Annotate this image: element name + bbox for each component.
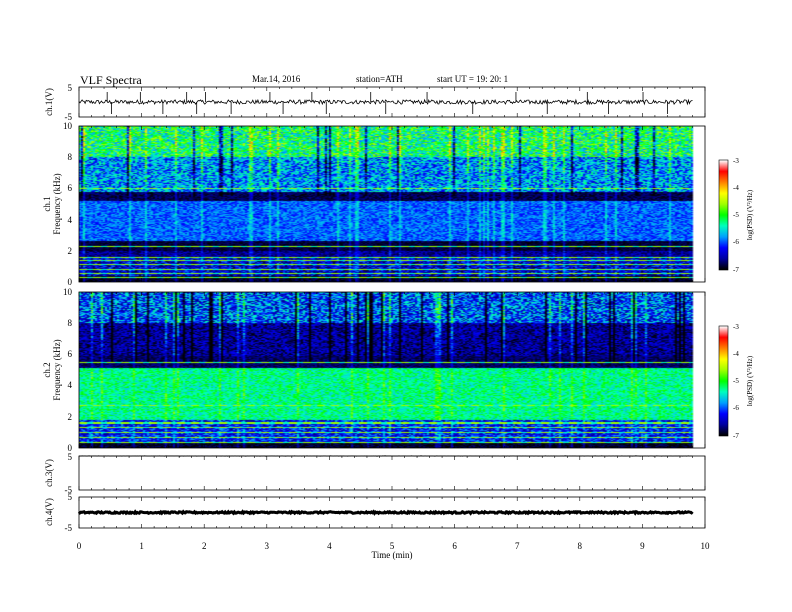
ch1-spectrogram-label-top: ch.1 <box>42 196 52 211</box>
station-label: station=ATH <box>356 74 403 84</box>
ch1-colorbar-frame <box>718 159 729 271</box>
xtick-10: 10 <box>701 541 711 551</box>
xtick-0: 0 <box>77 541 82 551</box>
ch2-colorbar <box>719 326 728 436</box>
date-label: Mar.14, 2016 <box>252 74 301 84</box>
ch1-ytick-top: 5 <box>68 83 73 93</box>
spec1-ytick-4: 4 <box>68 215 73 225</box>
spec2-ytick-4: 4 <box>68 380 73 390</box>
spec2-ytick-6: 6 <box>68 349 73 359</box>
ch1-colorbar <box>719 160 728 270</box>
ch1-panel: 5 -5 ch.1(V) <box>44 83 706 122</box>
ch3-panel: 5 -5 ch.3(V) <box>44 452 706 495</box>
ch2-spectrogram-label-top: ch.2 <box>42 362 52 377</box>
frame-tick-marks <box>78 87 706 528</box>
ch1-spectrogram-panel: 0 2 4 6 8 10 ch.1 Frequency (kHz) -3 -4 … <box>42 121 754 287</box>
ch1-spectrogram-ylabel: Frequency (kHz) <box>52 173 62 234</box>
spec2-ytick-10: 10 <box>63 287 73 297</box>
cb2-tick-m7: -7 <box>733 432 739 440</box>
xtick-5: 5 <box>390 541 395 551</box>
ch2-colorbar-label: log(PSD) (V²/Hz) <box>746 355 754 406</box>
ch1-spectrogram-image <box>79 126 705 282</box>
ch3-ytick-top: 5 <box>68 452 73 462</box>
x-axis-label: Time (min) <box>372 550 413 560</box>
ch2-spectrogram-yticks: 0 2 4 6 8 10 <box>63 287 73 453</box>
xtick-2: 2 <box>202 541 207 551</box>
xtick-4: 4 <box>327 541 332 551</box>
spec2-ytick-8: 8 <box>68 318 73 328</box>
cb1-tick-m6: -6 <box>733 238 739 246</box>
ch1-ylabel: ch.1(V) <box>44 88 54 116</box>
ch2-spectrogram-panel: 0 2 4 6 8 10 ch.2 Frequency (kHz) -3 -4 … <box>42 287 754 453</box>
xtick-3: 3 <box>265 541 270 551</box>
cb2-tick-m3: -3 <box>733 323 739 331</box>
xtick-1: 1 <box>139 541 144 551</box>
ch1-ytick-bottom: -5 <box>65 112 73 122</box>
ch3-ytick-bottom: -5 <box>65 485 73 495</box>
cb1-tick-m5: -5 <box>733 211 739 219</box>
x-axis: 0 1 2 3 4 5 6 7 8 9 10 Time (min) <box>77 541 710 560</box>
cb2-tick-m6: -6 <box>733 404 739 412</box>
xtick-9: 9 <box>640 541 645 551</box>
figure-title: VLF Spectra <box>80 73 142 87</box>
ch1-spectrogram-yticks: 0 2 4 6 8 10 <box>63 121 73 287</box>
ch4-ytick-top: 5 <box>68 492 73 502</box>
spec2-ytick-2: 2 <box>68 412 73 422</box>
spec1-ytick-0: 0 <box>68 277 73 287</box>
ch3-frame <box>78 455 706 491</box>
spec1-ytick-10: 10 <box>63 121 73 131</box>
ch4-ylabel: ch.4(V) <box>44 498 54 526</box>
ch4-ytick-bottom: -5 <box>65 523 73 533</box>
spec2-ytick-0: 0 <box>68 443 73 453</box>
cb1-tick-m3: -3 <box>733 157 739 165</box>
xtick-6: 6 <box>452 541 457 551</box>
cb2-tick-m4: -4 <box>733 350 739 358</box>
ch4-panel: 5 -5 ch.4(V) <box>44 492 706 533</box>
cb1-tick-m7: -7 <box>733 266 739 274</box>
spec1-ytick-6: 6 <box>68 183 73 193</box>
ch2-spectrogram-image <box>79 292 705 448</box>
ch1-trace <box>78 98 693 106</box>
ch3-ylabel: ch.3(V) <box>44 459 54 487</box>
ch1-spikes <box>106 92 668 114</box>
ch2-spectrogram-ylabel: Frequency (kHz) <box>52 339 62 400</box>
ch4-trace <box>77 509 694 516</box>
xtick-8: 8 <box>578 541 583 551</box>
ch1-colorbar-label: log(PSD) (V²/Hz) <box>746 189 754 240</box>
cb2-tick-m5: -5 <box>733 377 739 385</box>
cb1-tick-m4: -4 <box>733 184 739 192</box>
spec1-ytick-2: 2 <box>68 246 73 256</box>
spec1-ytick-8: 8 <box>68 152 73 162</box>
xtick-7: 7 <box>515 541 520 551</box>
start-time-label: start UT = 19: 20: 1 <box>437 74 508 84</box>
ch2-colorbar-frame <box>718 325 729 437</box>
